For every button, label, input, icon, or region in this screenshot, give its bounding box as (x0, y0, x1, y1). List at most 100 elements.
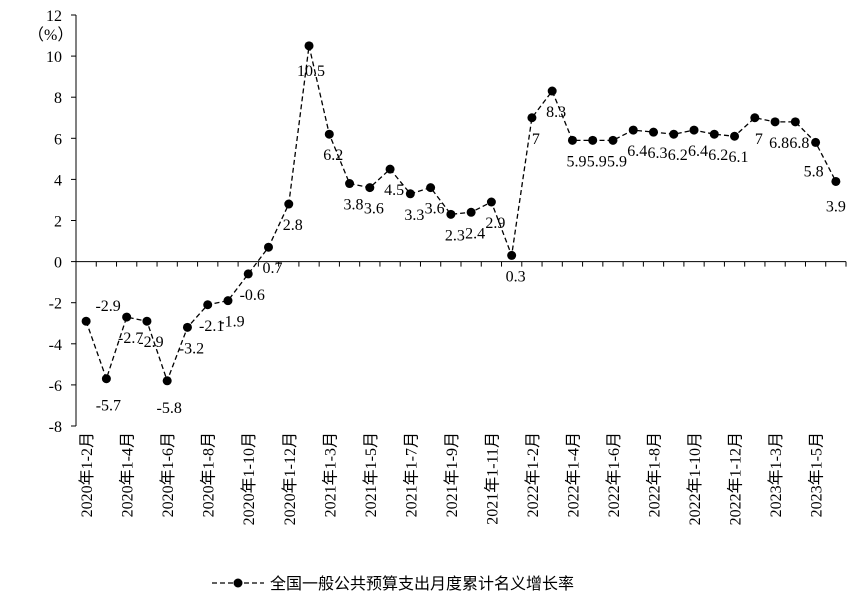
data-point (142, 316, 152, 326)
data-point (304, 41, 314, 51)
data-point (486, 197, 496, 207)
data-label: -2.9 (95, 298, 120, 315)
data-point (223, 296, 233, 306)
data-point (709, 129, 719, 139)
y-tick-label: 8 (54, 90, 62, 107)
data-point (669, 129, 679, 139)
data-label: -2.1 (199, 318, 224, 335)
data-label: -2.9 (138, 334, 163, 351)
data-label: 10.5 (297, 63, 325, 80)
x-tick-label: 2020年1-8月 (200, 432, 218, 517)
x-tick-label: 2022年1-4月 (564, 432, 582, 517)
data-label: 6.8 (769, 135, 789, 152)
x-tick-label: 2022年1-6月 (605, 432, 623, 517)
data-point (730, 131, 740, 141)
data-point (122, 312, 132, 322)
data-point (324, 129, 334, 139)
y-tick-label: 2 (54, 214, 62, 231)
x-tick-label: 2022年1-2月 (524, 432, 542, 517)
data-point (101, 374, 111, 384)
data-point (264, 242, 273, 252)
data-label: -3.2 (179, 340, 204, 357)
data-label: 6.2 (708, 147, 728, 164)
data-label: 3.3 (404, 207, 424, 224)
y-tick-label: 10 (46, 49, 62, 66)
data-point (831, 176, 841, 186)
y-tick-label: 4 (54, 172, 62, 189)
data-label: 6.1 (729, 149, 749, 166)
y-tick-label: -6 (49, 378, 62, 395)
data-label: 6.2 (323, 147, 343, 164)
data-label: 6.8 (789, 135, 809, 152)
data-point (790, 117, 800, 127)
x-tick-label: 2022年1-12月 (727, 432, 745, 525)
data-label: 5.8 (804, 163, 824, 180)
data-label: 6.4 (627, 143, 647, 160)
data-point (81, 316, 91, 326)
data-label: 5.9 (607, 153, 627, 170)
x-tick-label: 2021年1-9月 (443, 432, 461, 517)
data-label: 5.9 (587, 153, 607, 170)
data-point (527, 113, 537, 123)
x-tick-label: 2020年1-12月 (281, 432, 299, 525)
data-label: 6.4 (688, 143, 708, 160)
data-label: 3.6 (364, 201, 384, 218)
x-tick-label: 2021年1-11月 (483, 432, 501, 525)
data-label: 0.3 (506, 268, 526, 285)
data-point (385, 164, 395, 174)
data-label: 0.7 (263, 260, 283, 277)
data-point (162, 376, 172, 386)
data-point (243, 269, 253, 279)
data-label: 3.9 (826, 198, 846, 215)
x-tick-label: 2020年1-4月 (119, 432, 137, 517)
data-point (689, 125, 699, 135)
x-tick-label: 2022年1-8月 (646, 432, 664, 517)
data-label: 2.4 (465, 225, 485, 242)
axes: -8 -6 -4 -2 0 2 4 6 8 10 12 2020年1-2月 2020年1-4月 2020年… (46, 8, 847, 525)
y-tick-label: -8 (49, 419, 62, 436)
data-point (608, 135, 618, 145)
data-point (182, 322, 192, 332)
y-tick-label: 12 (46, 8, 62, 25)
data-point (426, 183, 436, 193)
data-point (588, 135, 598, 145)
data-point (507, 250, 517, 260)
data-label: 8.3 (546, 104, 566, 121)
data-point (750, 113, 760, 123)
data-point (628, 125, 638, 135)
data-point (466, 207, 476, 217)
y-tick-label: -4 (49, 337, 62, 354)
legend: 全国一般公共预算支出月度累计名义增长率 (212, 574, 574, 593)
data-point (770, 117, 780, 127)
data-label: 2.9 (485, 215, 505, 232)
data-markers (81, 41, 841, 386)
data-point (567, 135, 577, 145)
y-tick-label: -2 (49, 296, 62, 313)
x-tick-label: 2023年1-5月 (808, 432, 826, 517)
data-label: -5.8 (157, 400, 182, 417)
data-point (345, 179, 355, 189)
x-tick-label: 2021年1-3月 (321, 432, 339, 517)
data-point (811, 137, 821, 147)
y-tick-label: 6 (54, 131, 62, 148)
data-label: -1.9 (219, 314, 244, 331)
data-label: 3.6 (425, 201, 445, 218)
x-tick-label: 2020年1-6月 (159, 432, 177, 517)
data-label: 6.2 (668, 147, 688, 164)
data-label: -2.7 (118, 330, 143, 347)
y-axis-unit-label: （%） (28, 26, 73, 44)
data-label: -5.7 (96, 398, 121, 415)
data-label: 2.8 (283, 217, 303, 234)
x-tick-label: 2023年1-3月 (767, 432, 785, 517)
legend-marker-swatch (233, 578, 243, 588)
data-point (284, 199, 294, 209)
data-label: 5.9 (566, 153, 586, 170)
data-point (547, 86, 557, 96)
data-label: 3.8 (344, 197, 364, 214)
data-point (446, 209, 456, 219)
data-label: -0.6 (240, 287, 265, 304)
data-point (405, 189, 415, 199)
y-tick-label: 0 (54, 255, 62, 272)
x-tick-label: 2021年1-5月 (362, 432, 380, 517)
